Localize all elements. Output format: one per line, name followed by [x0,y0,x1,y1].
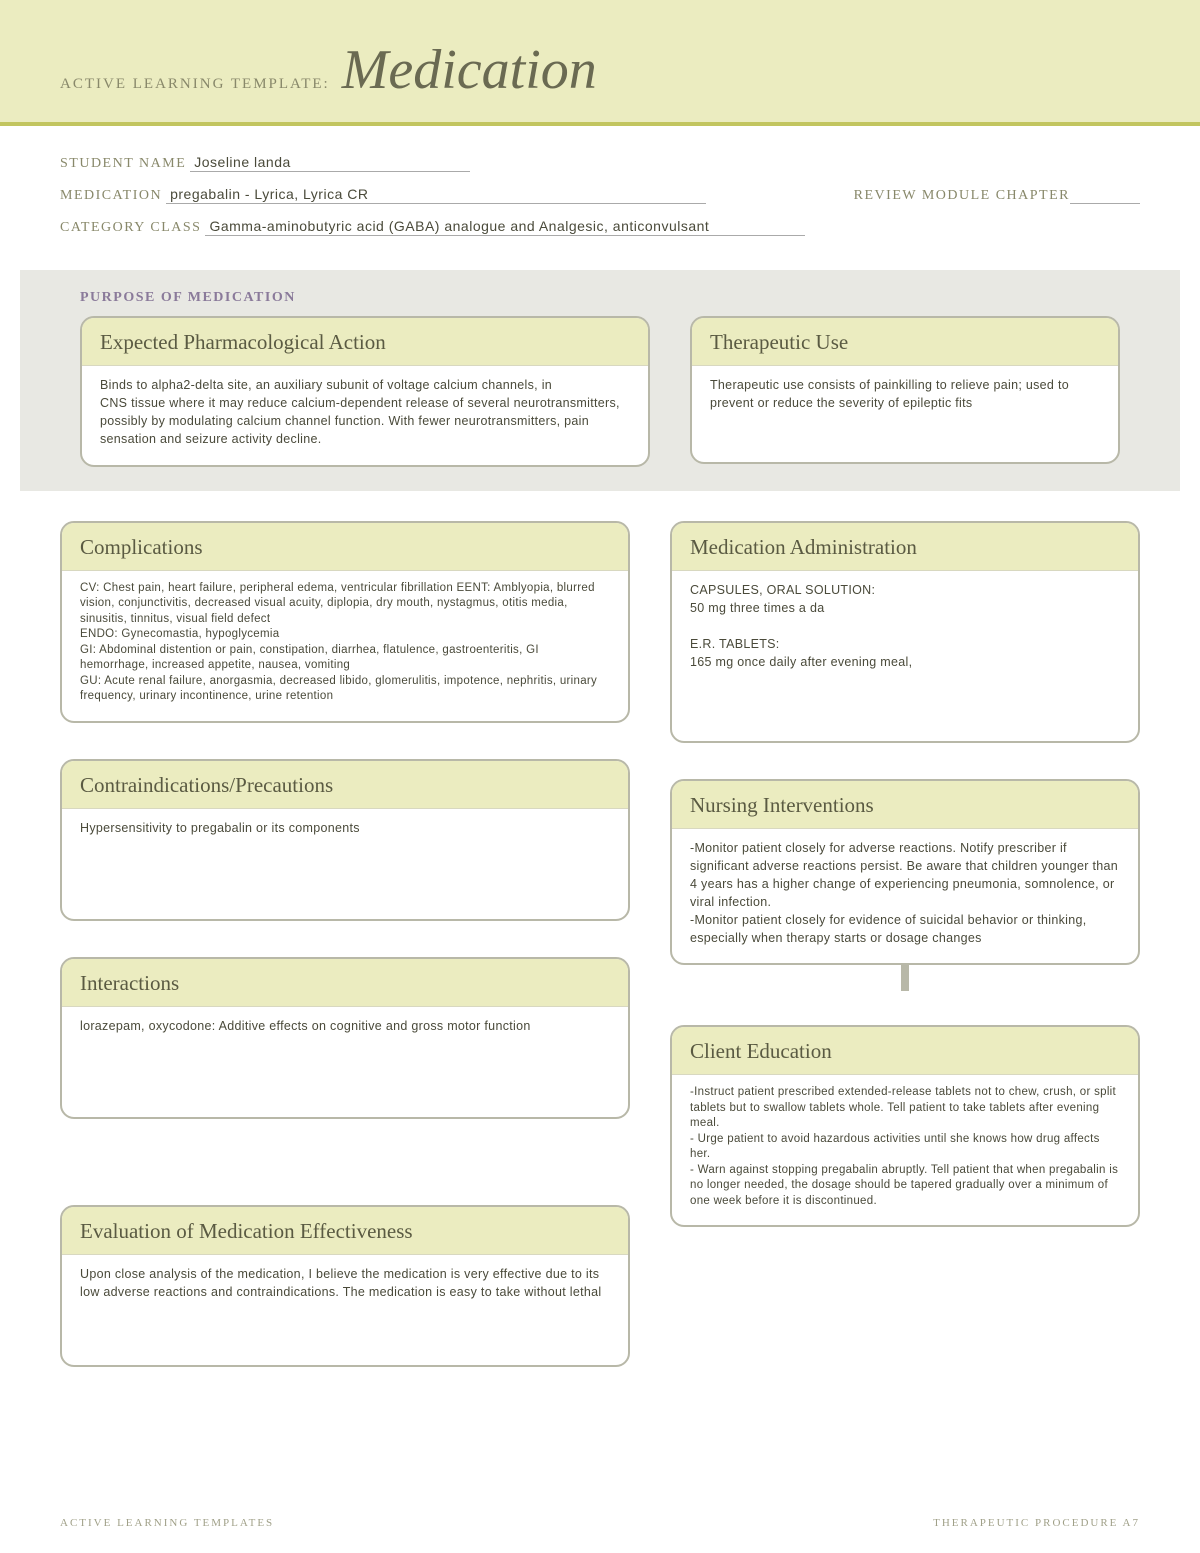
header-prefix: ACTIVE LEARNING TEMPLATE: [60,76,330,93]
review-value [1070,190,1140,204]
header-band: ACTIVE LEARNING TEMPLATE: Medication [0,0,1200,126]
right-column: Medication Administration CAPSULES, ORAL… [670,521,1140,1367]
medication-value: pregabalin - Lyrica, Lyrica CR [166,186,706,204]
interactions-title: Interactions [62,959,628,1007]
expected-action-card: Expected Pharmacological Action Binds to… [80,316,650,467]
category-row: CATEGORY CLASS Gamma-aminobutyric acid (… [60,218,1140,236]
evaluation-title: Evaluation of Medication Effectiveness [62,1207,628,1255]
purpose-label: PURPOSE OF MEDICATION [60,290,1140,306]
student-name-row: STUDENT NAME Joseline landa [60,154,1140,172]
therapeutic-use-body: Therapeutic use consists of painkilling … [692,366,1118,462]
student-name-label: STUDENT NAME [60,156,186,172]
review-label: REVIEW MODULE CHAPTER [854,188,1070,204]
footer: ACTIVE LEARNING TEMPLATES THERAPEUTIC PR… [60,1517,1140,1529]
header-title: Medication [342,38,597,102]
left-column: Complications CV: Chest pain, heart fail… [60,521,630,1367]
therapeutic-use-title: Therapeutic Use [692,318,1118,366]
connector-line [901,965,909,991]
administration-title: Medication Administration [672,523,1138,571]
client-education-body: -Instruct patient prescribed extended-re… [672,1075,1138,1225]
contraindications-body: Hypersensitivity to pregabalin or its co… [62,809,628,919]
student-name-value: Joseline landa [190,154,470,172]
expected-action-title: Expected Pharmacological Action [82,318,648,366]
medication-row: MEDICATION pregabalin - Lyrica, Lyrica C… [60,186,1140,204]
client-education-title: Client Education [672,1027,1138,1075]
nursing-card: Nursing Interventions -Monitor patient c… [670,779,1140,966]
footer-right: THERAPEUTIC PROCEDURE A7 [933,1517,1140,1529]
administration-card: Medication Administration CAPSULES, ORAL… [670,521,1140,743]
nursing-title: Nursing Interventions [672,781,1138,829]
form-fields: STUDENT NAME Joseline landa MEDICATION p… [0,126,1200,260]
complications-body: CV: Chest pain, heart failure, periphera… [62,571,628,721]
expected-action-body: Binds to alpha2-delta site, an auxiliary… [82,366,648,465]
contraindications-title: Contraindications/Precautions [62,761,628,809]
page: ACTIVE LEARNING TEMPLATE: Medication STU… [0,0,1200,1553]
administration-body: CAPSULES, ORAL SOLUTION: 50 mg three tim… [672,571,1138,741]
complications-card: Complications CV: Chest pain, heart fail… [60,521,630,723]
main-grid: Complications CV: Chest pain, heart fail… [0,491,1200,1367]
footer-left: ACTIVE LEARNING TEMPLATES [60,1517,274,1529]
contraindications-card: Contraindications/Precautions Hypersensi… [60,759,630,921]
client-education-card: Client Education -Instruct patient presc… [670,1025,1140,1227]
nursing-body: -Monitor patient closely for adverse rea… [672,829,1138,964]
interactions-body: lorazepam, oxycodone: Additive effects o… [62,1007,628,1117]
therapeutic-use-card: Therapeutic Use Therapeutic use consists… [690,316,1120,464]
medication-label: MEDICATION [60,188,162,204]
purpose-section: PURPOSE OF MEDICATION Expected Pharmacol… [20,270,1180,491]
evaluation-card: Evaluation of Medication Effectiveness U… [60,1205,630,1367]
category-label: CATEGORY CLASS [60,220,201,236]
interactions-card: Interactions lorazepam, oxycodone: Addit… [60,957,630,1119]
evaluation-body: Upon close analysis of the medication, I… [62,1255,628,1365]
category-value: Gamma-aminobutyric acid (GABA) analogue … [205,218,805,236]
complications-title: Complications [62,523,628,571]
